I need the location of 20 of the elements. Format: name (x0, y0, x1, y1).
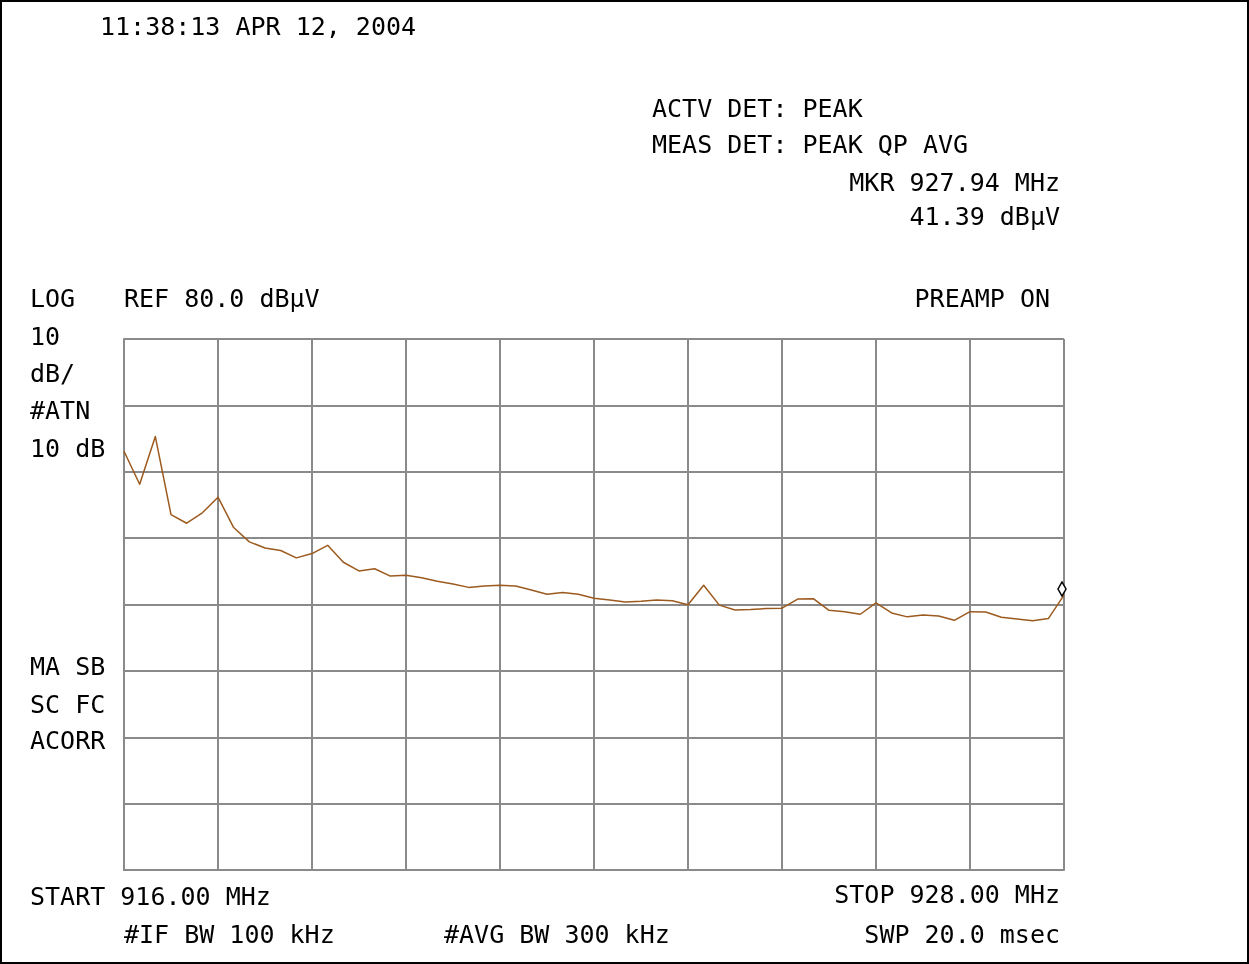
text: 11:38:13 APR 12, 2004 (100, 12, 417, 41)
text: #AVG BW 300 kHz (444, 920, 670, 949)
text: MA SB (30, 652, 106, 681)
text: dB/ (30, 359, 76, 388)
text: 10 (30, 322, 61, 351)
text: MEAS DET: PEAK QP AVG (652, 130, 969, 159)
text: SWP 20.0 msec (864, 920, 1061, 949)
text: ACORR (30, 726, 107, 755)
text: LOG (30, 284, 76, 313)
text: ACTV DET: PEAK (652, 94, 863, 123)
text: START 916.00 MHz (30, 882, 271, 911)
text: #IF BW 100 kHz (124, 920, 335, 949)
text: 10 dB (30, 434, 106, 463)
text: SC FC (30, 690, 106, 719)
text: PREAMP ON (914, 284, 1051, 313)
text: REF 80.0 dBµV (124, 284, 320, 313)
text: STOP 928.00 MHz (834, 880, 1061, 909)
text: 41.39 dBµV (909, 202, 1060, 231)
text: #ATN (30, 396, 91, 425)
text: MKR 927.94 MHz (849, 168, 1060, 197)
